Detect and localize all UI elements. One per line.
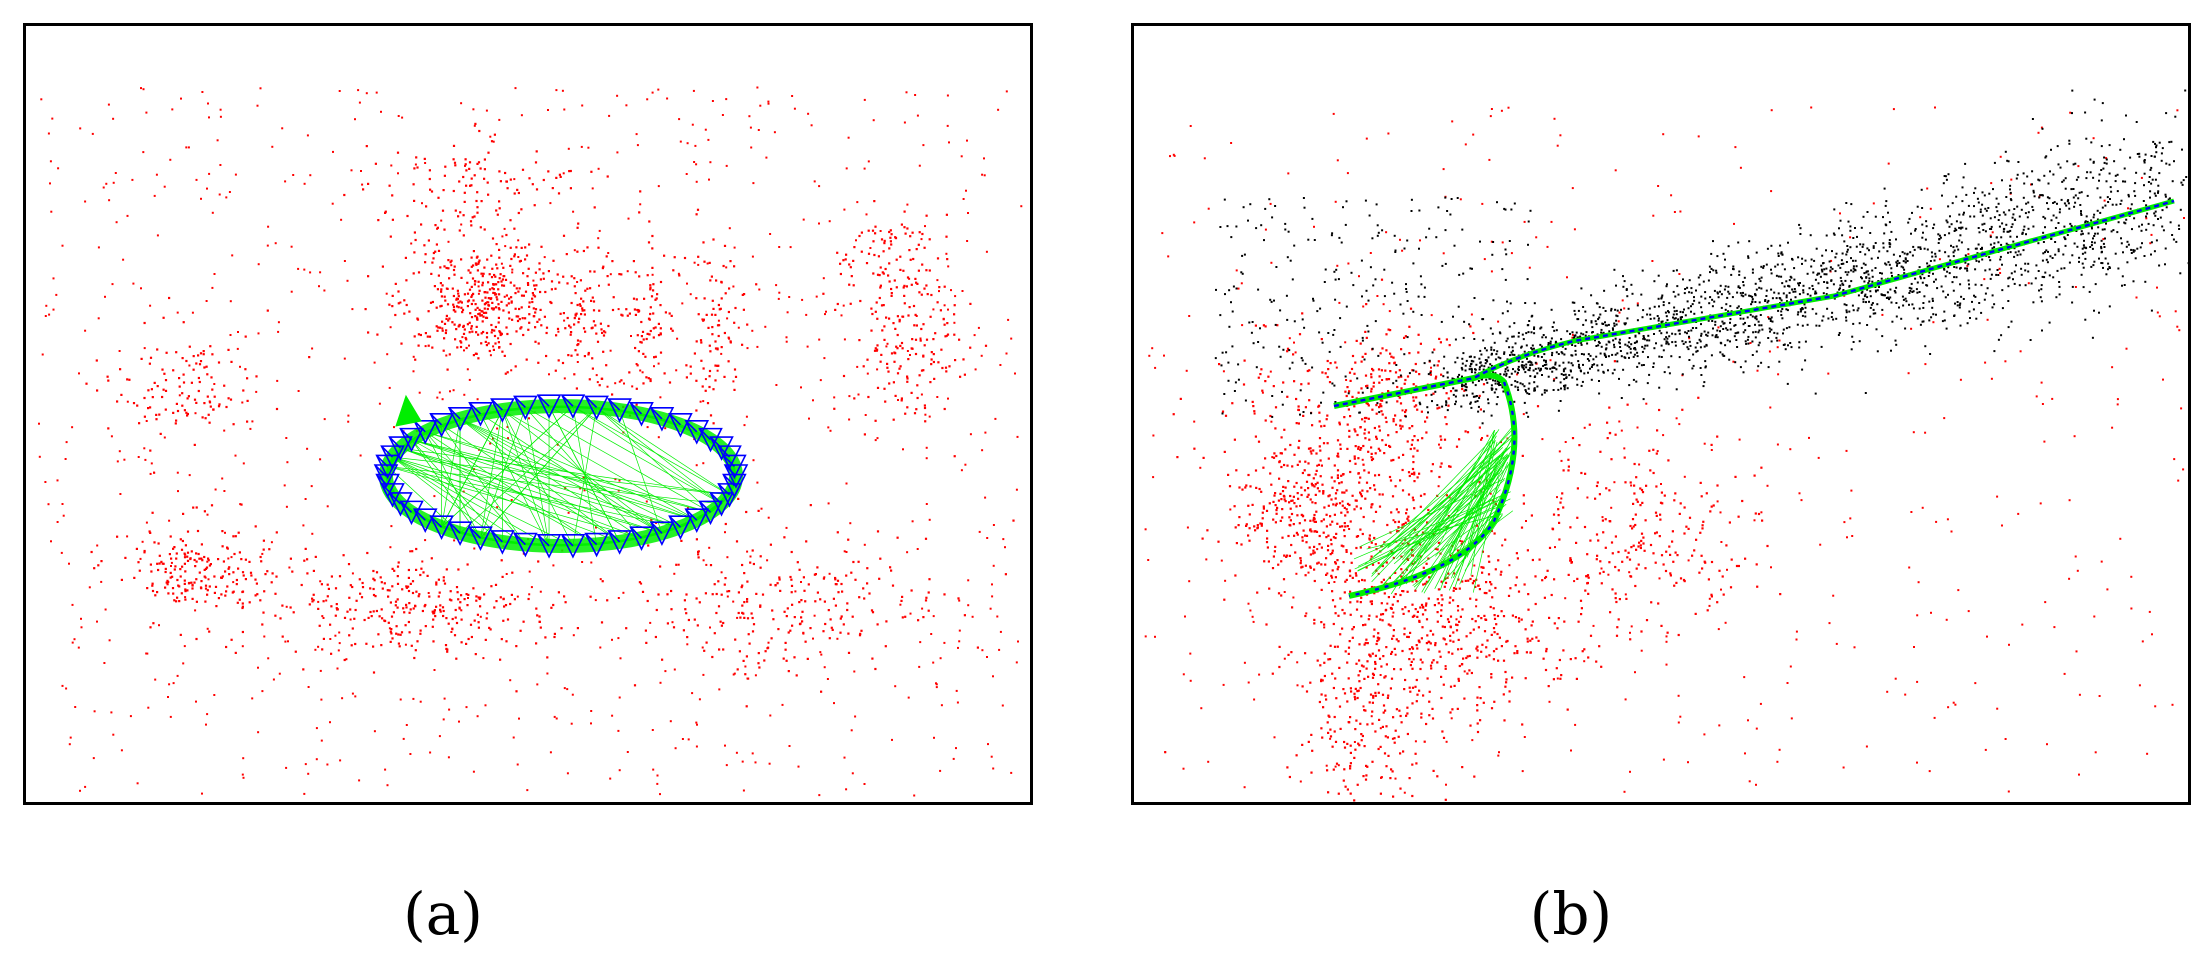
map-points-cluster	[834, 200, 949, 348]
map-points-scatter	[38, 86, 1023, 797]
covisibility-graph	[1333, 198, 2175, 599]
map-points-cluster	[659, 208, 758, 425]
current-camera	[395, 394, 422, 427]
map-points-cluster	[1271, 570, 1480, 802]
map-points-cluster	[173, 547, 609, 674]
map-points-cluster	[1329, 528, 1619, 743]
map-points-cluster	[85, 296, 311, 452]
map-points-cluster	[515, 497, 1015, 708]
keyframe-cameras	[1333, 199, 2175, 598]
other-points	[1214, 89, 2188, 425]
keyframe-cameras	[373, 394, 749, 559]
map-points-cluster	[364, 180, 610, 375]
map-points-cluster	[343, 122, 609, 278]
caption-b: (b)	[1529, 880, 1613, 948]
caption-a: (a)	[403, 880, 483, 948]
map-points-cluster	[1172, 278, 1538, 667]
panel-b-pointcloud	[1144, 89, 2188, 802]
map-points-cluster	[552, 206, 623, 396]
map-points-cluster	[1292, 307, 1481, 474]
map-points-cluster	[601, 190, 688, 408]
panel-a-map-view	[23, 23, 1033, 805]
map-points-cluster	[90, 503, 317, 641]
map-points-cluster	[1504, 360, 1782, 680]
map-points-cluster	[822, 225, 988, 458]
panel-b-map-view	[1131, 23, 2191, 805]
map-points-scatter	[1144, 106, 2185, 794]
panel-a-pointcloud	[38, 86, 1023, 797]
